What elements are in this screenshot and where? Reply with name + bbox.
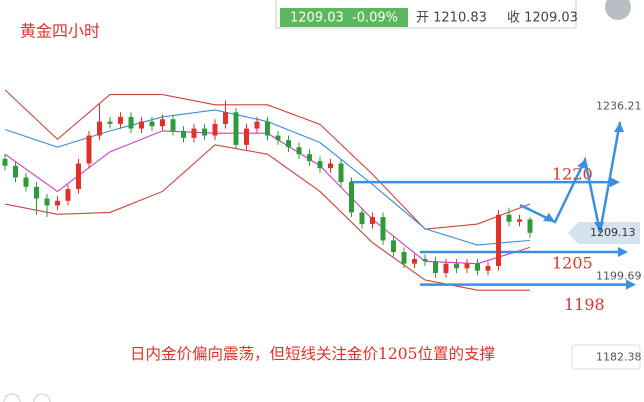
candle-body	[349, 182, 354, 213]
quote-price: 1209.03	[290, 11, 344, 26]
candle-body	[149, 121, 155, 127]
candle-body	[401, 252, 407, 264]
y-tick-label: 1236.21	[596, 100, 642, 113]
level-label: 1205	[552, 254, 593, 273]
level-arrow	[626, 279, 636, 290]
candle-body	[34, 186, 39, 199]
candle-body	[128, 116, 134, 129]
candle-body	[254, 121, 260, 129]
level-arrow	[618, 247, 628, 258]
candle-body	[107, 121, 113, 124]
last-price-label: 1209.13	[590, 226, 636, 239]
chart-title: 黄金四小时	[20, 22, 100, 41]
candle-body	[244, 128, 249, 145]
icon	[3, 393, 21, 402]
candle-body	[433, 261, 438, 273]
plot: 1236.21 1199.69 1182.38 1220 1205 1198	[2, 89, 642, 363]
candle-body	[359, 212, 365, 225]
candle-body	[317, 161, 323, 169]
candle-body	[223, 112, 228, 124]
candle-body	[370, 217, 375, 225]
candle-body	[443, 263, 449, 273]
arrow-head	[543, 122, 624, 232]
level-label: 1198	[564, 295, 605, 314]
candle-body	[391, 240, 396, 253]
candle-body	[118, 116, 123, 124]
candle-body	[97, 121, 102, 136]
quote-change: -0.09%	[352, 11, 398, 26]
caption: 日内金价偏向震荡，但短线关注金价1205位置的支撑	[130, 345, 495, 363]
candle-body	[170, 119, 176, 131]
price-tag	[568, 222, 640, 244]
candle-body	[13, 165, 18, 178]
candle-body	[475, 263, 480, 271]
candle-body	[527, 219, 533, 233]
axis-label-box	[571, 344, 641, 370]
indicator-line	[4, 130, 531, 265]
candle-body	[44, 198, 50, 206]
candle-body	[86, 135, 92, 164]
candle-body	[76, 163, 81, 190]
candle-body	[2, 158, 8, 166]
level-arrow	[610, 177, 620, 188]
candle-body	[139, 121, 144, 129]
candle-body	[422, 258, 428, 262]
candle-body	[55, 200, 60, 206]
icon	[605, 0, 631, 20]
indicator-line	[4, 89, 531, 230]
candle-body	[202, 128, 207, 136]
y-tick-label: 1199.69	[596, 270, 642, 283]
candle-body	[485, 265, 491, 271]
candle-body	[160, 119, 165, 127]
candle-body	[496, 214, 501, 266]
candle-body	[506, 214, 512, 222]
quote-close: 收 1209.03	[507, 11, 578, 26]
y-tick-label: 1182.38	[596, 350, 642, 363]
candle-body	[275, 135, 281, 141]
candle-body	[412, 258, 417, 264]
level-label: 1220	[552, 165, 593, 184]
candle-body	[23, 177, 29, 187]
icon	[33, 393, 51, 402]
indicator-line	[4, 144, 530, 291]
quote-open: 开 1210.83	[416, 11, 487, 26]
candle-body	[65, 189, 71, 201]
candle-body	[307, 154, 312, 162]
candle-body	[191, 128, 197, 138]
candle-body	[233, 112, 239, 145]
quote-price-box	[280, 8, 408, 27]
candle-body	[380, 217, 386, 241]
candle-body	[338, 163, 344, 183]
candle-body	[454, 263, 459, 269]
candle-body	[212, 123, 218, 136]
candle-body	[286, 140, 291, 148]
candle-body	[181, 130, 186, 138]
candle-body	[464, 263, 470, 269]
candle-body	[517, 219, 522, 222]
candle-body	[296, 147, 302, 155]
candle-body	[328, 163, 333, 169]
candle-body	[265, 121, 270, 136]
